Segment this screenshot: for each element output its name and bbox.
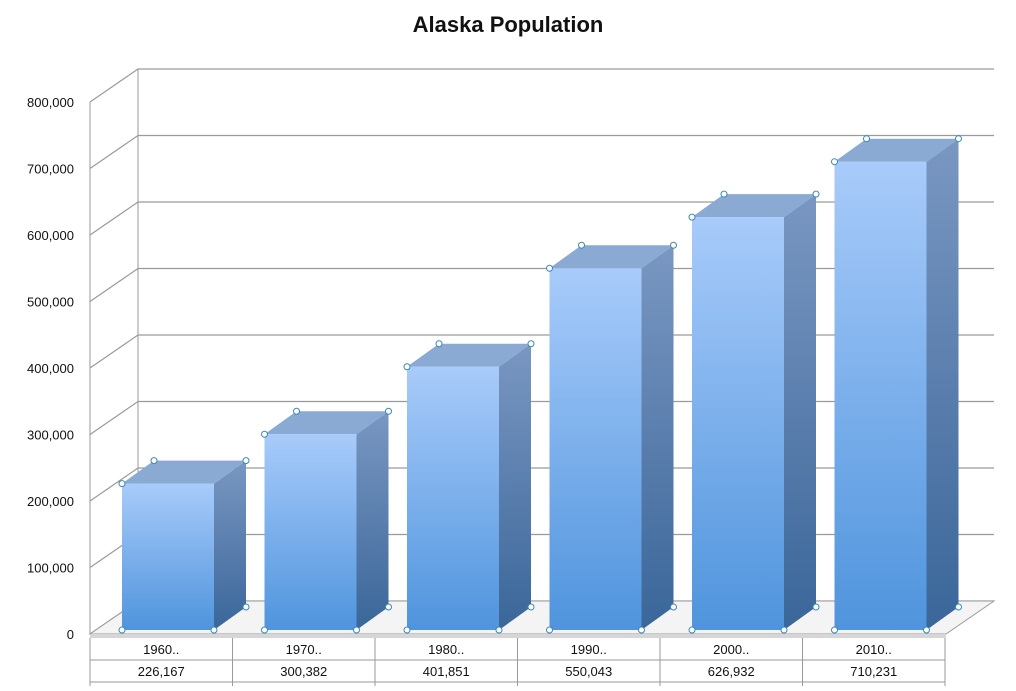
bar-front <box>549 268 642 630</box>
value-label: 626,932 <box>708 664 755 679</box>
selection-handle[interactable] <box>546 626 553 634</box>
bar-side <box>356 411 389 630</box>
gridline <box>89 134 994 169</box>
selection-handle[interactable] <box>527 603 535 611</box>
bar <box>118 457 250 634</box>
selection-handle[interactable] <box>720 190 728 198</box>
selection-handle[interactable] <box>261 430 268 438</box>
selection-handle[interactable] <box>118 626 126 634</box>
bar-front <box>834 161 927 630</box>
floor-edge <box>90 634 946 638</box>
selection-handle[interactable] <box>242 603 250 611</box>
y-axis: 0 100,000 200,000 300,000 400,000 500,000 600,… <box>27 95 74 642</box>
category-label: 2000.. <box>713 642 749 657</box>
selection-handle[interactable] <box>118 480 126 488</box>
selection-handle[interactable] <box>385 407 392 415</box>
category-label: 2010.. <box>856 642 892 657</box>
chart-title: Alaska Population <box>412 12 604 37</box>
y-tick-label: 0 <box>67 627 74 642</box>
selection-handle[interactable] <box>403 626 411 634</box>
selection-handle[interactable] <box>831 626 838 634</box>
bar-top <box>122 460 246 484</box>
selection-handle[interactable] <box>670 603 677 611</box>
selection-handle[interactable] <box>780 626 788 634</box>
bar-front <box>122 483 214 630</box>
bar-top <box>549 245 674 269</box>
y-tick-label: 500,000 <box>27 295 74 310</box>
bar-top <box>407 343 531 367</box>
selection-handle[interactable] <box>546 264 553 272</box>
selection-handle[interactable] <box>688 213 696 221</box>
bar-side <box>641 245 674 630</box>
selection-handle[interactable] <box>403 363 411 371</box>
category-label: 1960.. <box>143 642 179 657</box>
data-table: 1960.. 226,167 1970.. 300,382 1980.. 401,851 1… <box>89 638 946 686</box>
bar <box>261 407 392 634</box>
selection-handle[interactable] <box>261 626 268 634</box>
category-label: 1980.. <box>428 642 464 657</box>
y-tick-label: 100,000 <box>27 561 74 576</box>
bar-side <box>214 460 246 630</box>
bar-side <box>784 194 816 631</box>
y-tick-label: 400,000 <box>27 361 74 376</box>
y-tick-label: 600,000 <box>27 228 74 243</box>
y-tick-label: 800,000 <box>27 95 74 110</box>
gridline <box>89 68 994 103</box>
selection-handle[interactable] <box>923 626 930 634</box>
y-tick-label: 200,000 <box>27 494 74 509</box>
selection-handle[interactable] <box>812 603 820 611</box>
selection-handle[interactable] <box>831 158 838 166</box>
bars <box>118 135 962 634</box>
bar-front <box>264 434 357 630</box>
selection-handle[interactable] <box>293 407 300 415</box>
selection-handle[interactable] <box>812 190 820 198</box>
y-tick-label: 300,000 <box>27 428 74 443</box>
selection-handle[interactable] <box>385 603 392 611</box>
y-tick-label: 700,000 <box>27 162 74 177</box>
selection-handle[interactable] <box>210 626 218 634</box>
selection-handle[interactable] <box>527 340 535 348</box>
selection-handle[interactable] <box>863 135 870 143</box>
bar <box>546 241 677 634</box>
bar <box>831 135 962 634</box>
selection-handle[interactable] <box>150 457 158 465</box>
bar <box>403 340 535 634</box>
selection-handle[interactable] <box>435 340 443 348</box>
value-label: 710,231 <box>850 664 897 679</box>
bar-front <box>692 217 784 631</box>
bar-top <box>692 194 816 218</box>
selection-handle[interactable] <box>688 626 696 634</box>
selection-handle[interactable] <box>670 241 677 249</box>
bar-front <box>407 366 499 630</box>
selection-handle[interactable] <box>955 603 962 611</box>
bar-top <box>264 411 389 435</box>
gridline <box>89 201 994 236</box>
bar <box>688 190 820 634</box>
bar-top <box>834 138 959 162</box>
category-label: 1990.. <box>571 642 607 657</box>
category-label: 1970.. <box>286 642 322 657</box>
selection-handle[interactable] <box>955 135 962 143</box>
selection-handle[interactable] <box>638 626 645 634</box>
value-label: 401,851 <box>423 664 470 679</box>
value-label: 550,043 <box>565 664 612 679</box>
bar-side <box>926 138 959 630</box>
bar-side <box>499 343 531 630</box>
selection-handle[interactable] <box>242 457 250 465</box>
value-label: 300,382 <box>280 664 327 679</box>
selection-handle[interactable] <box>495 626 503 634</box>
value-label: 226,167 <box>138 664 185 679</box>
selection-handle[interactable] <box>578 241 585 249</box>
selection-handle[interactable] <box>353 626 360 634</box>
